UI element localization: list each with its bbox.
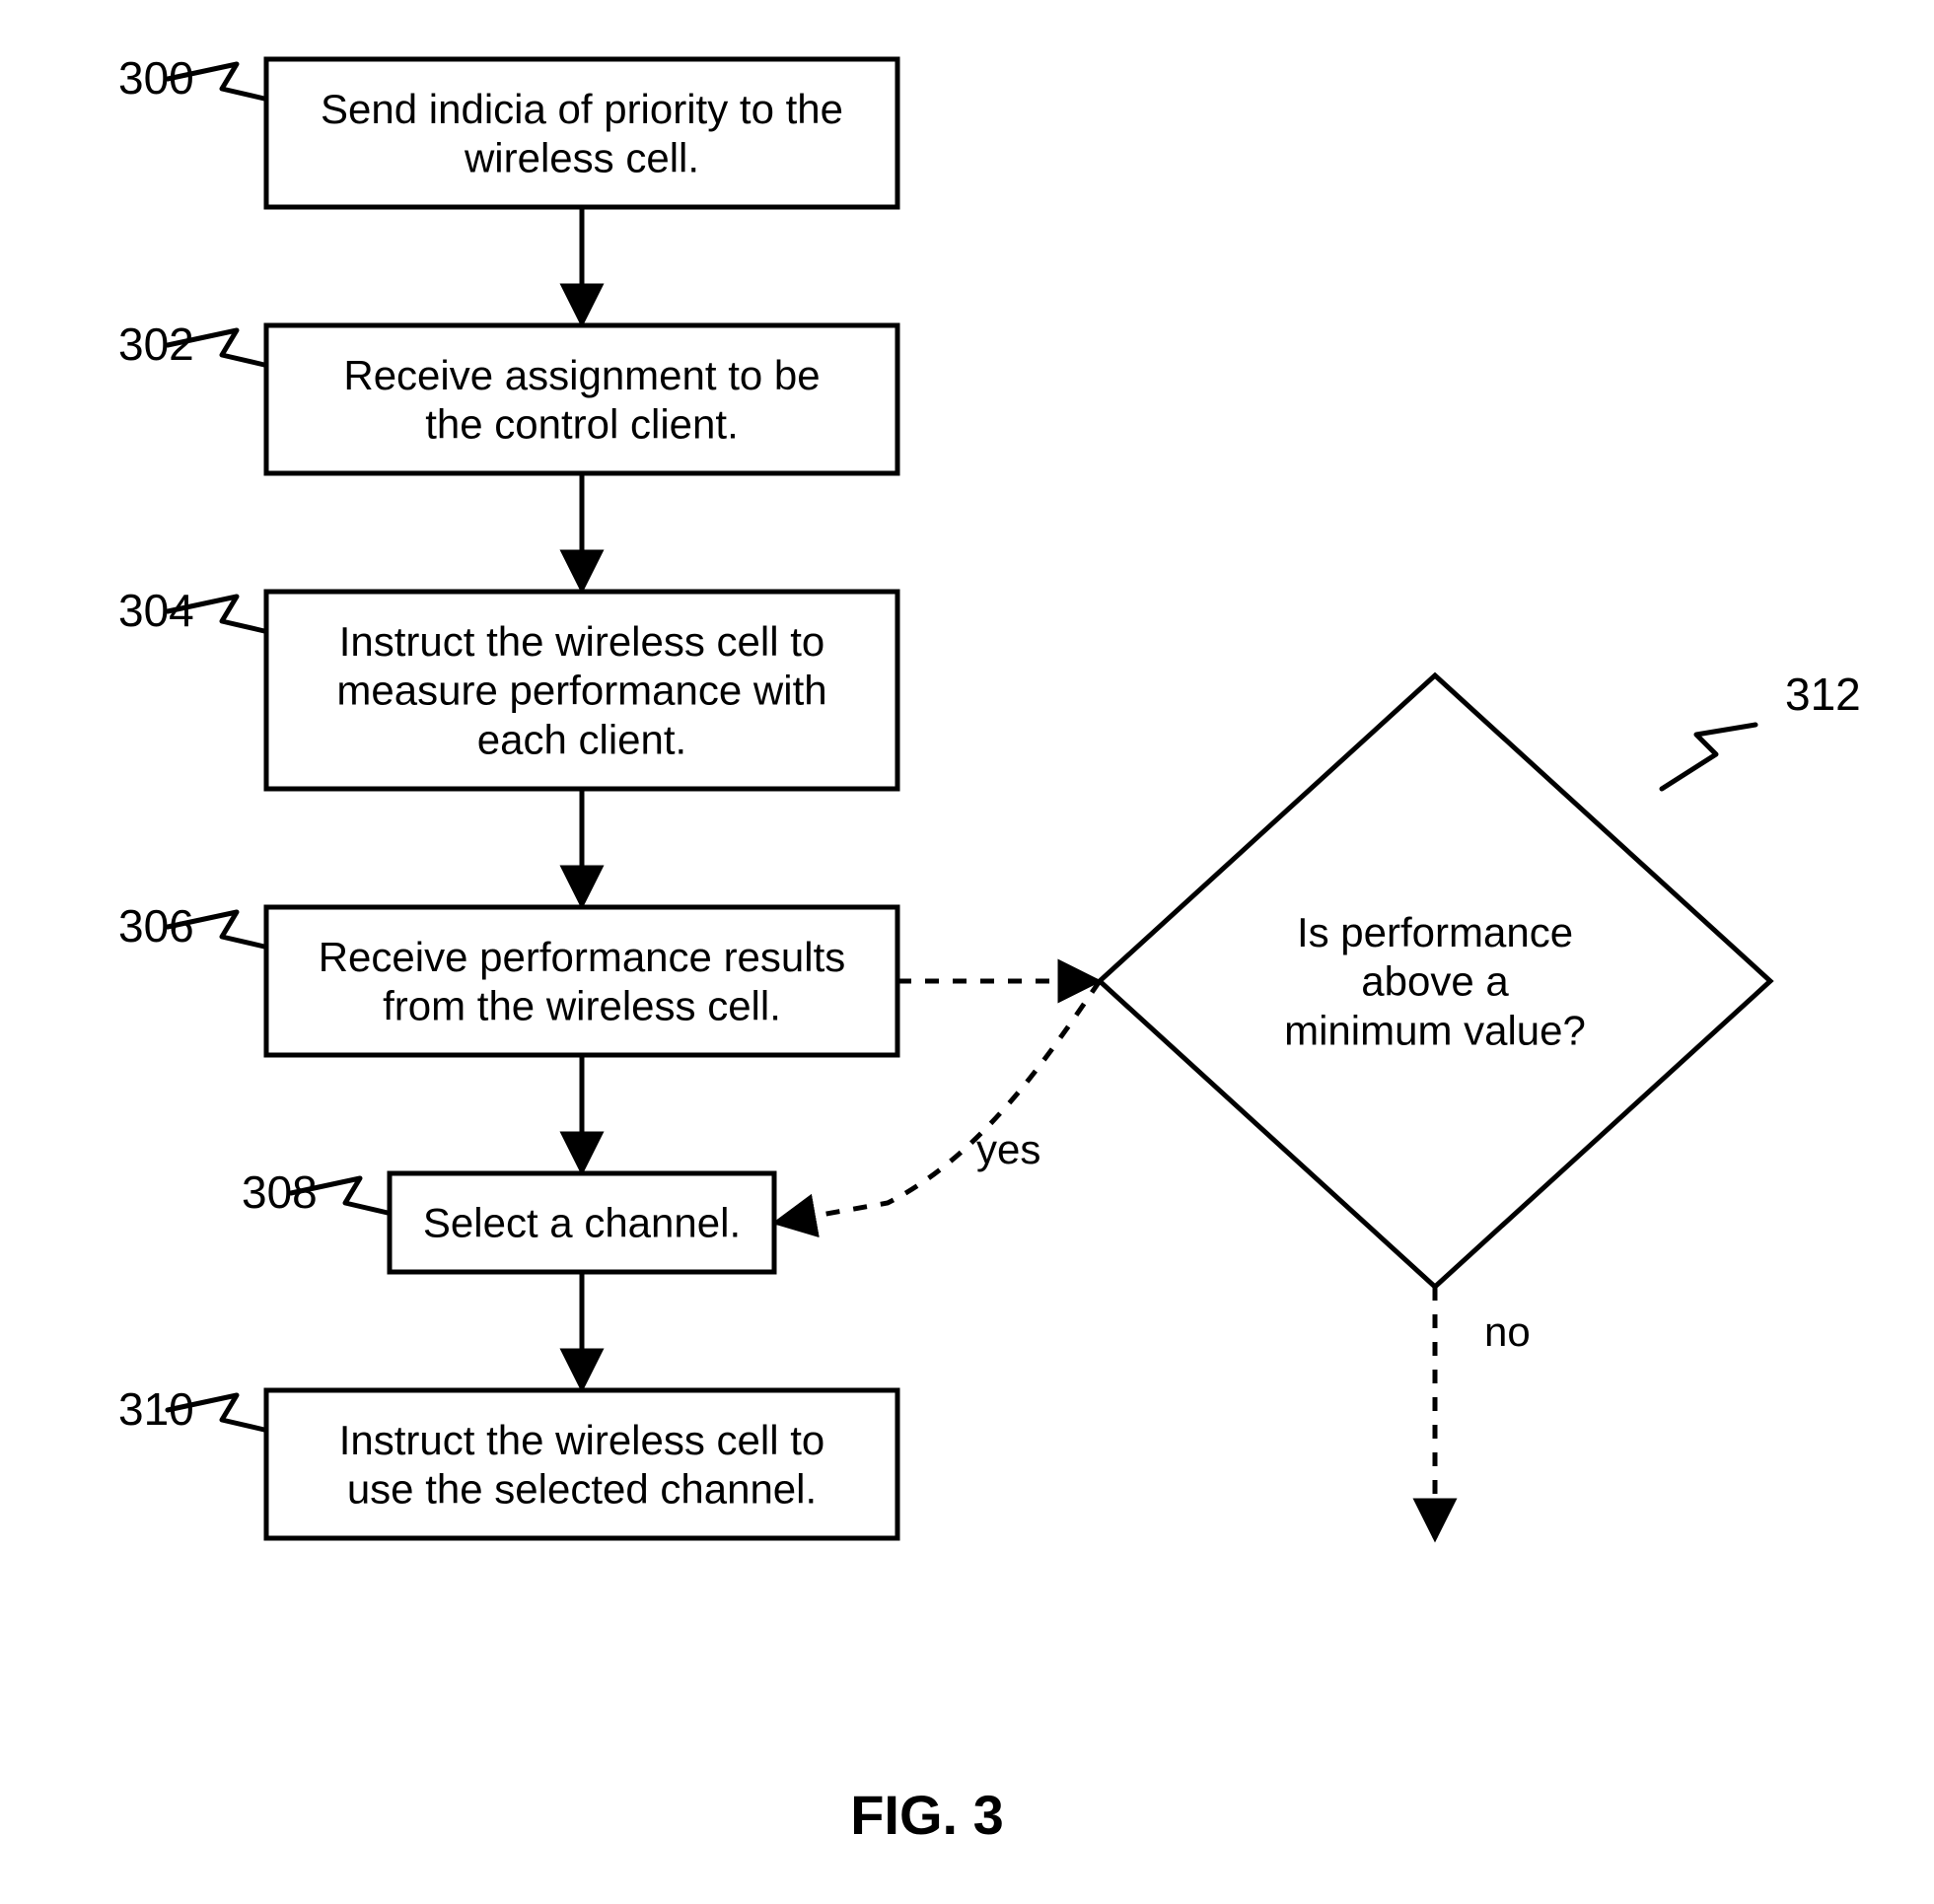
flow-node: Instruct the wireless cell tomeasure per… bbox=[118, 585, 897, 789]
flow-node: Select a channel.308 bbox=[242, 1166, 774, 1272]
flow-node: Is performanceabove aminimum value?312 bbox=[1100, 669, 1861, 1287]
edge-label: no bbox=[1484, 1308, 1531, 1355]
edge-label: yes bbox=[976, 1126, 1040, 1172]
flowchart-figure: no yes Send indicia of priority to thewir… bbox=[0, 0, 1934, 1904]
node-text: Select a channel. bbox=[423, 1200, 741, 1246]
flow-node: Receive assignment to bethe control clie… bbox=[118, 318, 897, 473]
figure-title: FIG. 3 bbox=[850, 1784, 1004, 1846]
flow-node: Receive performance resultsfrom the wire… bbox=[118, 900, 897, 1055]
ref-label: 312 bbox=[1785, 669, 1861, 720]
flow-node: Send indicia of priority to thewireless … bbox=[118, 52, 897, 207]
flow-node: Instruct the wireless cell touse the sel… bbox=[118, 1383, 897, 1538]
ref-callout bbox=[1662, 725, 1755, 789]
